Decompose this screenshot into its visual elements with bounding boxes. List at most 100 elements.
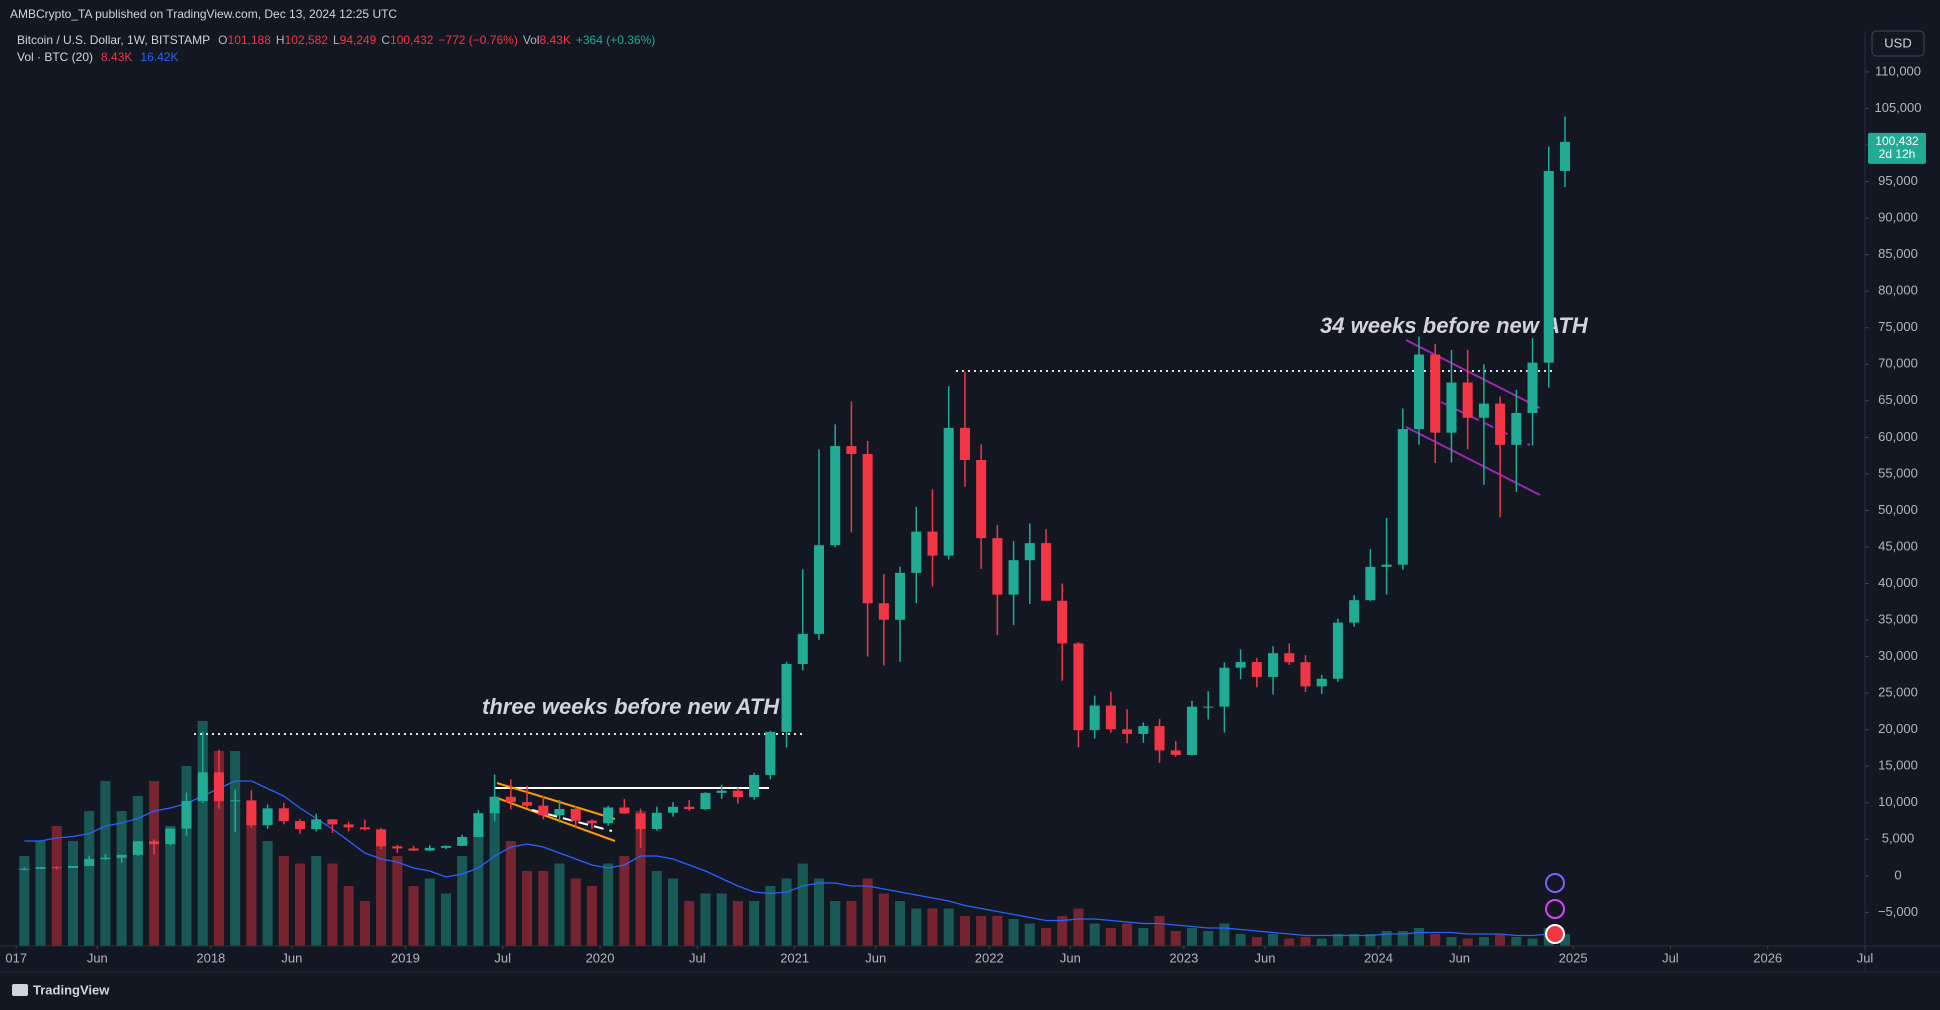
candle-body bbox=[813, 545, 825, 634]
x-tick-label: 2026 bbox=[1753, 950, 1782, 965]
candle-body bbox=[230, 800, 241, 802]
candle-body bbox=[619, 807, 630, 814]
candle-body bbox=[586, 820, 597, 824]
volume-bar bbox=[165, 826, 176, 946]
volume-bar bbox=[959, 916, 970, 946]
volume-bar bbox=[1089, 923, 1100, 946]
y-tick-label: 45,000 bbox=[1878, 538, 1918, 553]
candle-body bbox=[911, 531, 922, 573]
volume-bar bbox=[1268, 934, 1279, 946]
candle-body bbox=[846, 446, 857, 455]
candle-body bbox=[1268, 653, 1279, 677]
candle-body bbox=[749, 774, 760, 798]
candle-body bbox=[1138, 726, 1149, 734]
volume-bar bbox=[392, 856, 403, 946]
volume-bar bbox=[149, 781, 160, 946]
volume-bar bbox=[749, 901, 760, 946]
candle-body bbox=[1284, 653, 1295, 663]
y-tick-label: 85,000 bbox=[1878, 246, 1918, 261]
volume-bar bbox=[19, 856, 30, 946]
candle-body bbox=[1122, 729, 1133, 734]
candle-body bbox=[1365, 566, 1376, 601]
volume-bar bbox=[619, 856, 630, 946]
candle-body bbox=[278, 808, 289, 822]
volume-bar bbox=[635, 811, 646, 946]
volume-bar bbox=[943, 908, 954, 946]
volume-bar bbox=[1462, 938, 1473, 946]
candle-body bbox=[149, 841, 160, 845]
currency-button[interactable] bbox=[1871, 30, 1925, 57]
volume-bar bbox=[1284, 938, 1295, 946]
candle-body bbox=[165, 828, 176, 845]
volume-bar bbox=[586, 886, 597, 946]
y-tick-label: 10,000 bbox=[1878, 794, 1918, 809]
volume-bar bbox=[1300, 937, 1311, 946]
volume-bar bbox=[1478, 937, 1489, 946]
candle-body bbox=[1057, 600, 1068, 644]
candle-body bbox=[1024, 543, 1035, 561]
event-icon[interactable] bbox=[1545, 899, 1565, 919]
y-tick-label: 80,000 bbox=[1878, 283, 1918, 298]
x-tick-label: Jun bbox=[865, 950, 886, 965]
event-icon[interactable] bbox=[1545, 924, 1565, 944]
y-tick-label: 50,000 bbox=[1878, 502, 1918, 517]
volume-bar bbox=[1251, 937, 1262, 946]
volume-bar bbox=[1511, 937, 1522, 946]
candle-body bbox=[603, 807, 614, 824]
y-tick-label: 110,000 bbox=[1875, 63, 1921, 78]
volume-bar bbox=[1040, 928, 1052, 946]
candle-body bbox=[927, 531, 938, 556]
volume-bar bbox=[1122, 923, 1133, 946]
y-tick-label: 5,000 bbox=[1882, 831, 1915, 846]
x-tick-label: 2020 bbox=[586, 950, 615, 965]
volume-bar bbox=[1057, 916, 1068, 946]
volume-bar bbox=[570, 878, 581, 946]
volume-bar bbox=[538, 871, 549, 946]
volume-bar bbox=[1203, 931, 1214, 946]
volume-bar bbox=[1365, 934, 1376, 946]
volume-bar bbox=[830, 901, 841, 946]
candle-body bbox=[1462, 382, 1473, 418]
x-tick-label: Jun bbox=[1060, 950, 1081, 965]
vol-change: +364 (+0.36%) bbox=[576, 33, 655, 47]
candle-body bbox=[424, 847, 435, 851]
x-tick-label: Jul bbox=[494, 950, 511, 965]
volume-bar bbox=[1170, 931, 1181, 946]
x-tick-label: Jun bbox=[281, 950, 302, 965]
candle-body bbox=[1495, 403, 1506, 445]
candle-body bbox=[376, 829, 387, 847]
last-price-box bbox=[1868, 132, 1926, 164]
candle-body bbox=[1105, 705, 1116, 730]
volume-bar bbox=[262, 841, 273, 946]
candle-body bbox=[862, 454, 873, 604]
candle-body bbox=[197, 772, 208, 802]
candle-body bbox=[359, 827, 370, 830]
candle-body bbox=[1154, 726, 1165, 751]
event-icon[interactable] bbox=[1545, 873, 1565, 893]
volume-bar bbox=[132, 796, 143, 946]
candle-body bbox=[1008, 560, 1019, 595]
volume-bar bbox=[554, 863, 565, 946]
y-tick-label: 75,000 bbox=[1878, 319, 1918, 334]
candle-body bbox=[1543, 170, 1554, 363]
published-note: AMBCrypto_TA published on TradingView.co… bbox=[10, 7, 397, 21]
candle-body bbox=[294, 821, 306, 830]
y-tick-label: 70,000 bbox=[1878, 356, 1918, 371]
candle-body bbox=[1040, 543, 1052, 601]
candle-body bbox=[684, 806, 695, 810]
candle-body bbox=[1413, 354, 1425, 430]
currency[interactable]: USD bbox=[1884, 35, 1911, 50]
volume-bar bbox=[1446, 937, 1457, 946]
ohlc-value: 101,188 bbox=[228, 33, 272, 47]
x-tick-label: Jul bbox=[1857, 950, 1874, 965]
volume-bar bbox=[992, 916, 1003, 946]
volume-bar bbox=[359, 901, 370, 946]
volume-bar bbox=[327, 863, 338, 946]
candle-body bbox=[651, 812, 662, 829]
candle-body bbox=[895, 572, 906, 620]
channel-bottom bbox=[1405, 426, 1541, 496]
volume-bar bbox=[976, 916, 987, 946]
last-price-label: 100,432 bbox=[1875, 134, 1919, 148]
